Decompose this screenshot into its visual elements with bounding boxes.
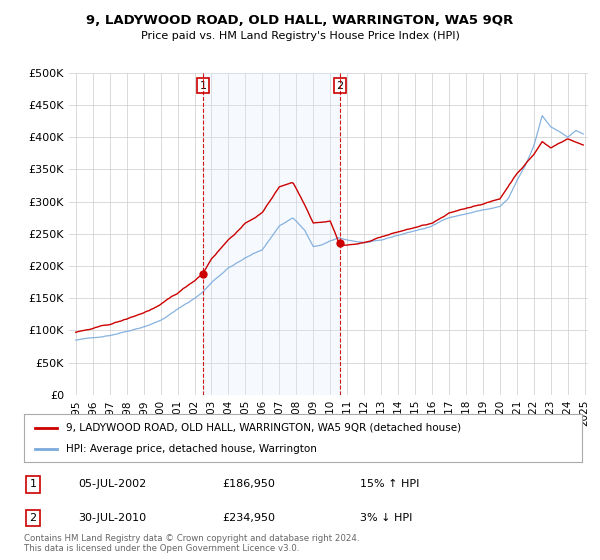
Text: Contains HM Land Registry data © Crown copyright and database right 2024.
This d: Contains HM Land Registry data © Crown c… (24, 534, 359, 553)
Text: £234,950: £234,950 (222, 513, 275, 523)
Bar (203, 73, 340, 395)
Text: 30-JUL-2010: 30-JUL-2010 (78, 513, 146, 523)
Text: 9, LADYWOOD ROAD, OLD HALL, WARRINGTON, WA5 9QR (detached house): 9, LADYWOOD ROAD, OLD HALL, WARRINGTON, … (66, 423, 461, 433)
Text: 2: 2 (29, 513, 37, 523)
Text: Price paid vs. HM Land Registry's House Price Index (HPI): Price paid vs. HM Land Registry's House … (140, 31, 460, 41)
Text: 2: 2 (337, 81, 344, 91)
Text: HPI: Average price, detached house, Warrington: HPI: Average price, detached house, Warr… (66, 444, 317, 454)
Text: 1: 1 (199, 81, 206, 91)
Text: 1: 1 (29, 479, 37, 489)
Text: 15% ↑ HPI: 15% ↑ HPI (360, 479, 419, 489)
Text: 3% ↓ HPI: 3% ↓ HPI (360, 513, 412, 523)
Text: 9, LADYWOOD ROAD, OLD HALL, WARRINGTON, WA5 9QR: 9, LADYWOOD ROAD, OLD HALL, WARRINGTON, … (86, 14, 514, 27)
Text: 05-JUL-2002: 05-JUL-2002 (78, 479, 146, 489)
Text: £186,950: £186,950 (222, 479, 275, 489)
